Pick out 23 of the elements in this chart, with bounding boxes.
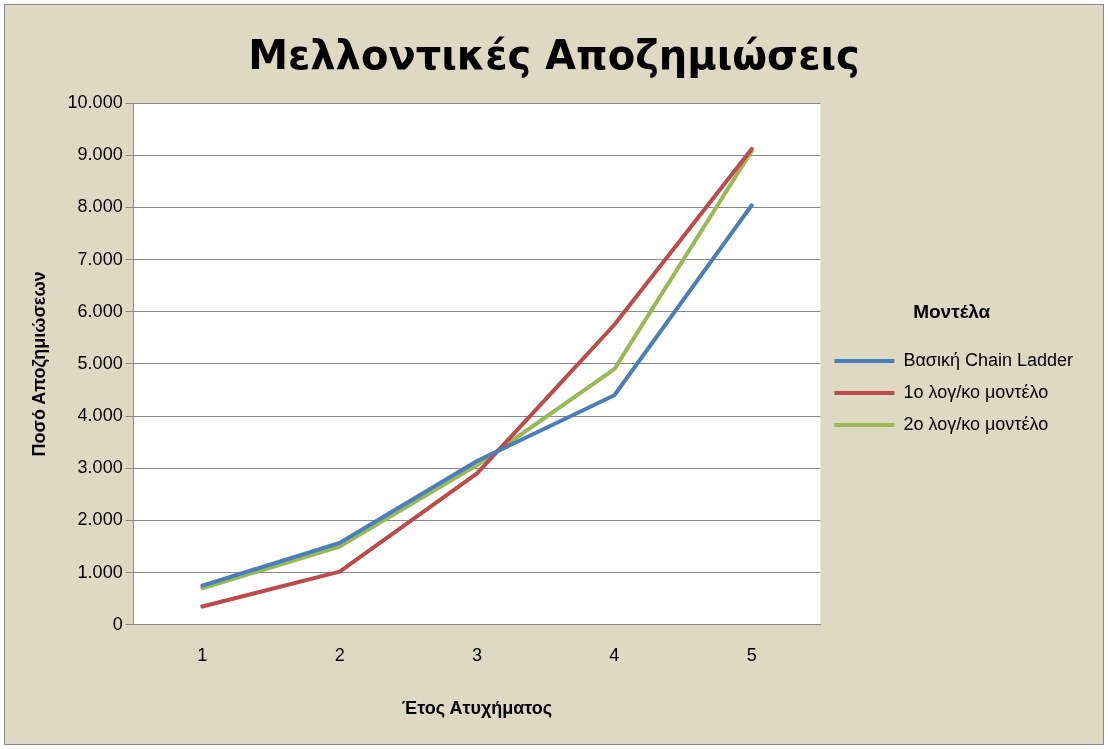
y-tick-label: 6.000	[77, 300, 123, 321]
y-tick-label: 0	[112, 613, 123, 634]
x-tick-label: 4	[609, 644, 620, 665]
y-tick-label: 10.000	[67, 91, 123, 112]
chart-title: Μελλοντικές Αποζημιώσεις	[248, 32, 860, 79]
y-tick-label: 9.000	[77, 144, 123, 165]
x-axis-title: Έτος Ατυχήματος	[401, 698, 553, 719]
legend-label: 2ο λογ/κο μοντέλο	[903, 413, 1049, 434]
y-axis-title: Ποσό Αποζημιώσεων	[28, 271, 50, 457]
y-tick-label: 1.000	[77, 561, 123, 582]
y-tick-label: 8.000	[77, 196, 123, 217]
x-tick-label: 2	[334, 644, 345, 665]
y-tick-label: 2.000	[77, 509, 123, 530]
x-tick-label: 1	[197, 644, 208, 665]
y-tick-label: 5.000	[77, 352, 123, 373]
y-tick-label: 4.000	[77, 405, 123, 426]
y-tick-label: 7.000	[77, 248, 123, 269]
legend-title: Μοντέλα	[913, 300, 991, 322]
y-tick-label: 3.000	[77, 457, 123, 478]
legend-label: Βασική Chain Ladder	[903, 349, 1074, 370]
legend-label: 1ο λογ/κο μοντέλο	[903, 381, 1049, 402]
x-tick-label: 3	[472, 644, 483, 665]
x-tick-label: 5	[746, 644, 757, 665]
